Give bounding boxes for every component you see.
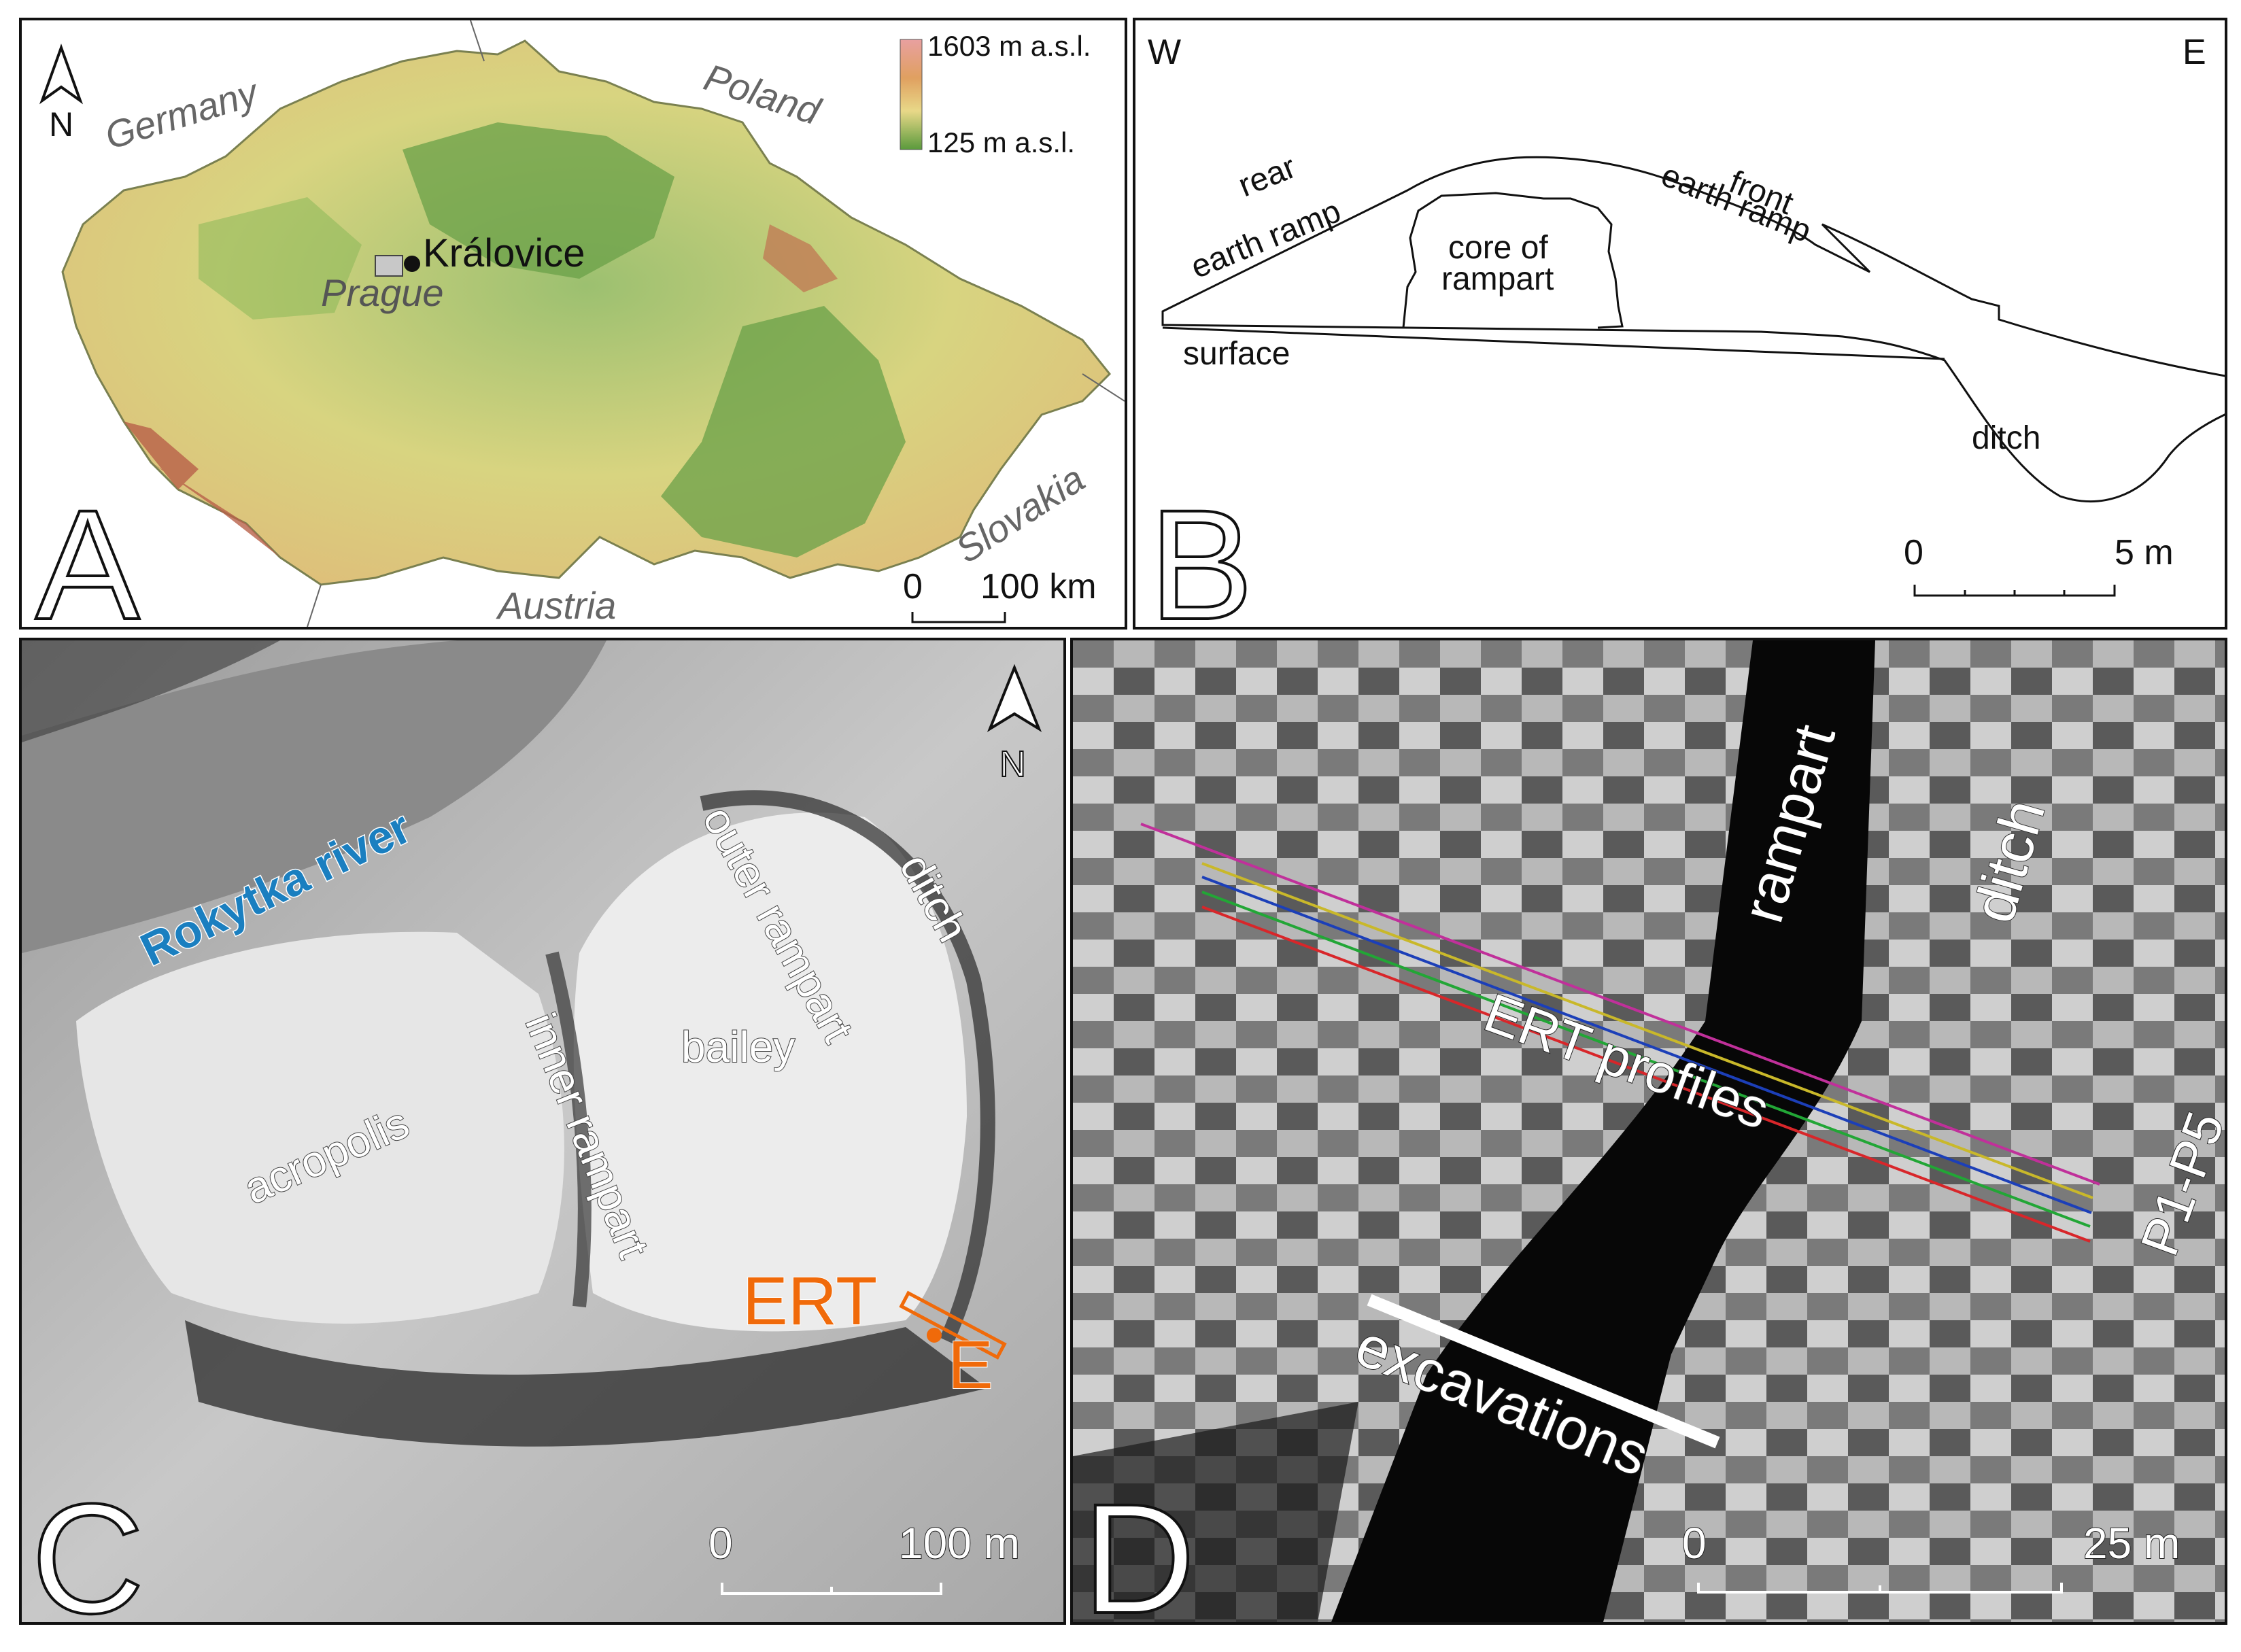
label-austria: Austria [496, 584, 616, 627]
profile-line-p4 [1201, 891, 2091, 1228]
north-label: N [49, 105, 73, 143]
label-core-rampart: rampart [1441, 261, 1554, 297]
outer-rampart-ring [700, 790, 995, 1344]
steep-slope-south [185, 1320, 987, 1447]
prague-area [375, 255, 403, 277]
label-ditch: ditch [1972, 420, 2040, 456]
acropolis-plateau [76, 931, 564, 1324]
north-arrow-icon: N [39, 44, 84, 143]
panel-c-hillshade-map: N Rokytka river outer rampart ditch bail… [19, 638, 1066, 1625]
label-east: E [2183, 33, 2206, 72]
panel-d-svg: rampart ditch ERT profiles P1-P5 excavat… [1073, 640, 2225, 1622]
scale-b-zero: 0 [1904, 533, 1923, 572]
scale-bar-a: 0 100 km [903, 567, 1097, 623]
border-line-germany [470, 20, 485, 62]
label-bailey: bailey [681, 1022, 795, 1071]
panel-b-svg: W E rear earth ramp core of rampart fron… [1148, 33, 2225, 627]
sumava-mountains [124, 421, 280, 557]
river-valley [22, 640, 606, 953]
panel-c-svg: N Rokytka river outer rampart ditch bail… [22, 640, 1063, 1622]
label-e: E [948, 1327, 993, 1403]
panel-letter-b: B [1149, 477, 1253, 627]
scale-bar-c: 0 100 m [708, 1518, 1021, 1595]
rampart-core-outline [1402, 192, 1624, 329]
scale-a-zero: 0 [903, 567, 923, 606]
panel-a-svg: N Germany Poland Austria Slovakia Králov… [34, 20, 1125, 627]
excavation-bar [1367, 1294, 1720, 1449]
label-surface: surface [1183, 336, 1290, 372]
scale-bar-d: 0 25 m [1681, 1518, 2180, 1594]
profile-line-p5 [1201, 906, 2091, 1243]
label-ert: ERT [742, 1263, 877, 1339]
elbe-lowland [403, 122, 674, 279]
scale-a-end: 100 km [980, 567, 1097, 606]
panel-d-detail-map: rampart ditch ERT profiles P1-P5 excavat… [1070, 638, 2227, 1625]
rampart-dark-band [1331, 640, 1875, 1622]
bailey-plateau [573, 812, 967, 1332]
label-prague: Prague [321, 271, 444, 314]
panel-letter-d: D [1082, 1471, 1195, 1622]
scale-c-end: 100 m [899, 1519, 1020, 1568]
border-line-slovakia [1082, 373, 1125, 402]
lower-dark-zone [1073, 1402, 1358, 1622]
ert-location-box [899, 1290, 1007, 1360]
legend-min-label: 125 m a.s.l. [927, 126, 1075, 158]
scale-bar-b: 0 5 m [1904, 533, 2174, 597]
profile-line-p2 [1201, 862, 2093, 1199]
south-bohemia-lowland [199, 197, 362, 320]
site-marker [404, 256, 420, 272]
label-kralovice: Královice [423, 231, 585, 275]
scale-d-end: 25 m [2083, 1519, 2180, 1568]
label-rear-earth-ramp: earth ramp [1186, 193, 1346, 286]
label-west: W [1148, 33, 1181, 72]
scale-d-zero: 0 [1682, 1519, 1707, 1568]
steep-slope-north [22, 640, 280, 742]
panel-a-overview-map: N Germany Poland Austria Slovakia Králov… [19, 18, 1127, 630]
krkonose-mountains [763, 224, 838, 292]
surface-line [1162, 326, 1945, 360]
profile-line-p3 [1201, 876, 2092, 1214]
panel-b-cross-section: W E rear earth ramp core of rampart fron… [1133, 18, 2227, 630]
rampart-profile-outline [1161, 156, 2225, 502]
panel-letter-c: C [31, 1471, 144, 1622]
excavation-point-marker [927, 1328, 942, 1343]
north-arrow-c-icon: N [987, 664, 1042, 785]
north-label-c: N [999, 744, 1026, 785]
label-rear: rear [1233, 149, 1301, 204]
panel-letter-a: A [35, 477, 139, 627]
legend-max-label: 1603 m a.s.l. [927, 30, 1091, 62]
border-line-austria [307, 584, 322, 627]
elevation-legend-bar [900, 39, 923, 150]
scale-c-zero: 0 [708, 1519, 733, 1568]
morava-lowland [661, 306, 906, 557]
scale-b-end: 5 m [2115, 533, 2174, 572]
profile-line-p1 [1140, 823, 2100, 1186]
label-core-of: core of [1448, 230, 1548, 266]
inner-rampart-line [545, 951, 592, 1308]
